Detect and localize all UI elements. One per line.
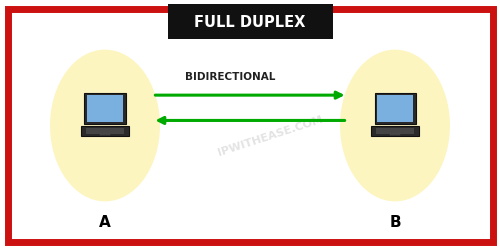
Ellipse shape [50,50,160,202]
Text: IPWITHEASE.COM: IPWITHEASE.COM [216,114,324,158]
FancyBboxPatch shape [168,5,332,40]
FancyBboxPatch shape [390,134,400,136]
FancyBboxPatch shape [84,93,126,125]
Text: BIDIRECTIONAL: BIDIRECTIONAL [185,72,275,82]
FancyBboxPatch shape [82,126,128,137]
FancyBboxPatch shape [376,128,414,134]
FancyArrowPatch shape [158,118,344,124]
Text: FULL DUPLEX: FULL DUPLEX [194,15,306,30]
FancyArrowPatch shape [156,93,342,99]
FancyBboxPatch shape [86,128,124,134]
FancyBboxPatch shape [8,10,492,242]
FancyBboxPatch shape [374,93,416,125]
FancyBboxPatch shape [377,96,413,122]
Text: B: B [389,214,401,229]
FancyBboxPatch shape [87,96,123,122]
Text: A: A [99,214,111,229]
FancyBboxPatch shape [100,134,110,136]
FancyBboxPatch shape [372,126,418,137]
Ellipse shape [340,50,450,202]
